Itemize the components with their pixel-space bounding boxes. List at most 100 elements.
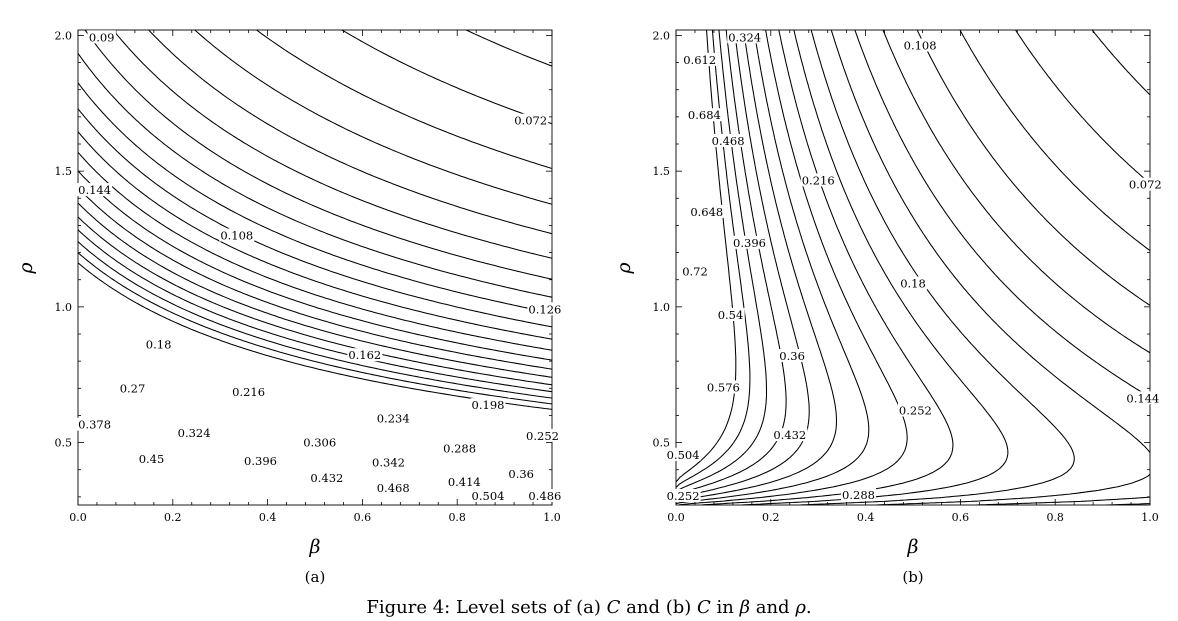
- contour-line-0.216: [194, 30, 552, 205]
- contour-line-0.162: [465, 30, 552, 67]
- y-tick-label: 2.0: [55, 29, 73, 42]
- contour-label-bg: [77, 183, 113, 197]
- contour-label: 0.072: [514, 114, 547, 128]
- contour-label: 0.414: [448, 475, 481, 489]
- contour-label-bg: [665, 489, 701, 502]
- contour-label-bg: [841, 488, 876, 501]
- contour-label-bg: [137, 451, 166, 465]
- caption-symbol-c1: C: [606, 597, 621, 618]
- contour-label-bg: [689, 204, 725, 218]
- caption-end: .: [805, 597, 812, 618]
- contour-label-bg: [470, 489, 506, 502]
- contour-line-0.504: [676, 30, 870, 505]
- y-tick-label: 1.0: [55, 301, 73, 314]
- contour-line-0.486: [78, 252, 552, 405]
- contour-label: 0.072: [1129, 178, 1162, 192]
- contour-label: 0.234: [377, 412, 410, 426]
- contour-label-bg: [686, 108, 722, 122]
- contour-label: 0.486: [528, 489, 561, 503]
- caption-prefix: Figure 4: Level sets of (a): [366, 597, 607, 618]
- contour-label-bg: [902, 38, 938, 52]
- contour-label: 0.648: [690, 205, 723, 219]
- contour-label: 0.684: [688, 108, 721, 122]
- contour-lines: [676, 30, 1150, 505]
- contour-label-bg: [231, 385, 267, 399]
- contour-line-0.396: [78, 187, 552, 370]
- contour-label-bg: [800, 173, 836, 187]
- contour-label: 0.36: [779, 349, 805, 363]
- contour-line-0.612: [676, 30, 787, 497]
- contour-line-0.468: [78, 241, 552, 399]
- y-tick-label: 1.0: [653, 301, 671, 314]
- x-tick-label: 1.0: [543, 511, 561, 524]
- contour-label: 0.36: [508, 467, 534, 481]
- contour-label: 0.468: [377, 481, 410, 495]
- contour-label: 0.576: [707, 381, 740, 395]
- figure-caption: Figure 4: Level sets of (a) C and (b) C …: [0, 598, 1178, 618]
- contour-label: 0.72: [682, 265, 708, 279]
- contour-label-bg: [470, 398, 506, 412]
- contour-label: 0.144: [78, 183, 111, 197]
- contour-line-0.324: [830, 30, 1150, 505]
- contour-label: 0.288: [842, 488, 875, 502]
- contour-lines: [78, 30, 552, 410]
- contour-line-0.36: [78, 151, 552, 351]
- contour-line-0.252: [882, 30, 1150, 505]
- contour-label-bg: [710, 134, 746, 147]
- contour-label: 0.216: [802, 173, 835, 187]
- x-tick-label: 0.6: [354, 511, 372, 524]
- y-axis-label: ρ: [613, 262, 635, 275]
- contour-label: 0.18: [146, 337, 172, 351]
- panel-label: (b): [902, 568, 923, 586]
- x-tick-label: 0.2: [762, 511, 780, 524]
- contour-label: 0.468: [712, 134, 745, 148]
- contour-label-bg: [705, 380, 741, 394]
- contour-label-bg: [897, 403, 933, 417]
- caption-symbol-c2: C: [697, 597, 711, 618]
- x-tick-label: 0.0: [69, 511, 87, 524]
- contour-label: 0.378: [78, 418, 111, 432]
- contour-label: 0.306: [303, 436, 336, 450]
- x-axis-label: β: [309, 536, 321, 558]
- contour-line-0.252: [112, 30, 552, 259]
- contour-label: 0.162: [348, 348, 381, 362]
- x-tick-label: 1.0: [1141, 511, 1159, 524]
- contour-line-0.144: [1015, 30, 1150, 184]
- panel-label: (a): [305, 568, 326, 586]
- contour-label: 0.108: [904, 39, 937, 53]
- x-tick-label: 0.4: [857, 511, 875, 524]
- contour-label-bg: [772, 428, 808, 442]
- contour-label: 0.216: [232, 385, 265, 399]
- contour-label: 0.288: [443, 441, 476, 455]
- contour-label-bg: [682, 52, 718, 66]
- contour-label: 0.432: [773, 428, 806, 442]
- plot-frame: [675, 29, 1151, 506]
- contour-label-bg: [527, 302, 563, 316]
- contour-line-0.378: [78, 170, 552, 361]
- contour-label: 0.126: [528, 302, 561, 316]
- caption-symbol-beta: β: [739, 597, 751, 618]
- contour-label-bg: [777, 349, 807, 362]
- contour-label-bg: [176, 426, 212, 440]
- contour-label: 0.612: [683, 53, 716, 67]
- contour-label: 0.396: [244, 454, 277, 468]
- contour-label: 0.504: [667, 448, 700, 462]
- contour-line-0.18: [959, 30, 1150, 252]
- contour-label-bg: [507, 466, 536, 480]
- contour-label-bg: [219, 228, 255, 242]
- contour-line-0.216: [916, 30, 1150, 306]
- caption-symbol-rho: ρ: [795, 597, 806, 618]
- contour-label-bg: [442, 441, 478, 455]
- contour-label: 0.198: [472, 398, 505, 412]
- contour-label-bg: [77, 417, 113, 431]
- contour-label-bg: [309, 471, 345, 485]
- contour-label: 0.18: [900, 277, 926, 291]
- contour-label: 0.432: [310, 471, 343, 485]
- contour-label: 0.252: [899, 404, 932, 418]
- contour-label-bg: [716, 308, 745, 321]
- contour-label: 0.27: [120, 382, 146, 396]
- contour-line-0.288: [78, 53, 552, 298]
- panel-a: 0.0 0.2 0.4 0.6 0.8 1.0 0.5 1.0 1.5 2.0 0.09 0.072 0…: [15, 29, 563, 586]
- contour-line-0.198: [256, 30, 552, 170]
- x-tick-label: 0.8: [1046, 511, 1064, 524]
